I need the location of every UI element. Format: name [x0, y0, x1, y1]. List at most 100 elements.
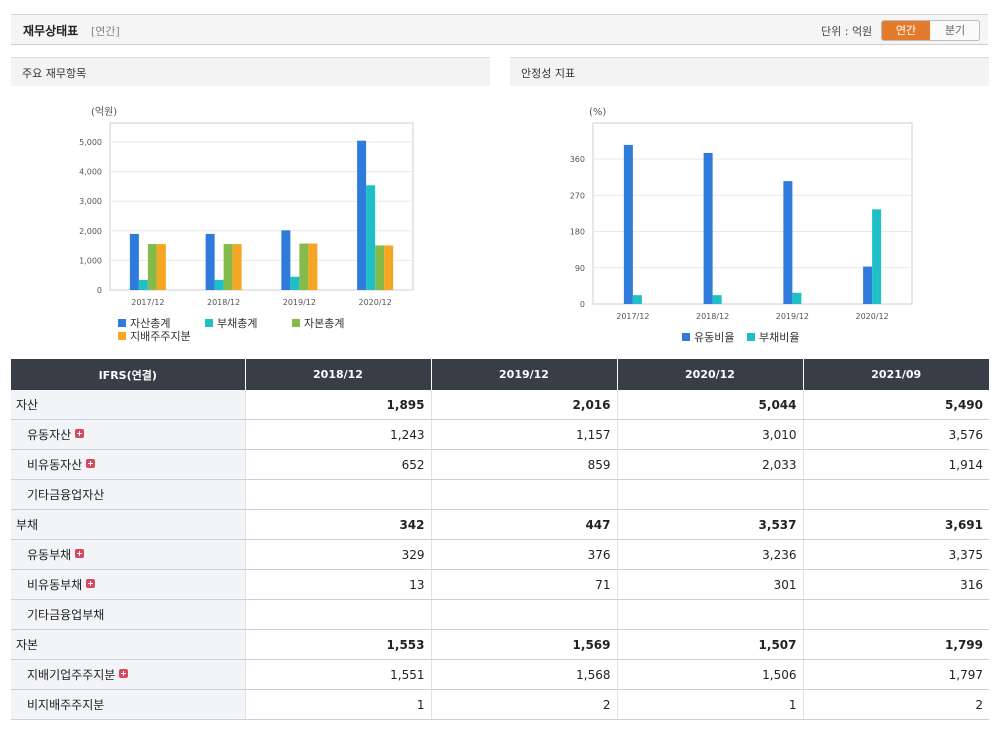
- value-cell: [803, 599, 989, 630]
- table-row: 유동자산 1,243 1,157 3,010 3,576: [11, 419, 989, 450]
- y-tick-label: 5,000: [79, 138, 102, 147]
- value-cell: 1: [245, 689, 432, 720]
- expand-icon[interactable]: [75, 429, 85, 438]
- value-cell: [431, 479, 618, 510]
- x-tick-label: 2018/12: [207, 298, 240, 307]
- value-cell: 5,044: [617, 390, 804, 420]
- legend-swatch: [205, 319, 213, 327]
- y-tick-label: 0: [580, 300, 585, 309]
- value-cell: 652: [245, 449, 432, 480]
- table-header-row: IFRS(연결) 2018/12 2019/12 2020/12 2021/09: [11, 359, 989, 390]
- table-row: 유동부채 329 376 3,236 3,375: [11, 539, 989, 570]
- row-label-cell: 비유동부채: [11, 569, 246, 600]
- expand-icon[interactable]: [86, 579, 96, 588]
- stability-chart: (%) 0 90 180 270 360 2017/12 2018/12 2019/12 2020…: [570, 107, 913, 344]
- legend-swatch: [682, 333, 690, 341]
- x-tick-label: 2017/12: [131, 298, 164, 307]
- chart-unit: (%): [589, 107, 606, 118]
- value-cell: [617, 599, 804, 630]
- x-tick-label: 2019/12: [283, 298, 316, 307]
- legend-label: 자본총계: [304, 317, 344, 330]
- value-cell: 329: [245, 539, 432, 570]
- row-label: 기타금융업자산: [27, 488, 105, 502]
- value-cell: 2: [431, 689, 618, 720]
- value-cell: 3,010: [617, 419, 804, 450]
- key-items-chart: (억원) 0 1,000 2,000 3,000 4,000 5,000 2017/12 201…: [79, 106, 414, 343]
- row-label: 자본: [16, 638, 39, 652]
- row-label-cell: 비지배주주지분: [11, 689, 246, 720]
- bar: [357, 140, 367, 290]
- bar: [792, 292, 802, 304]
- chart-unit: (억원): [91, 106, 117, 118]
- bar: [384, 245, 394, 290]
- table-row: 비유동자산 652 859 2,033 1,914: [11, 449, 989, 480]
- bar: [223, 244, 233, 290]
- value-cell: 301: [617, 569, 804, 600]
- y-tick-label: 0: [97, 286, 102, 295]
- value-cell: 3,236: [617, 539, 804, 570]
- table-header-period: 2019/12: [431, 359, 618, 390]
- annual-tab[interactable]: 연간: [882, 21, 930, 40]
- value-cell: 3,691: [803, 509, 989, 540]
- bar: [299, 243, 309, 290]
- section-title: 재무상태표: [23, 24, 79, 38]
- value-cell: 1,895: [245, 390, 432, 420]
- x-tick-label: 2020/12: [359, 298, 392, 307]
- bar: [214, 279, 224, 290]
- table-row: 기타금융업부채: [11, 599, 989, 630]
- value-cell: 2,033: [617, 449, 804, 480]
- legend-swatch: [118, 319, 126, 327]
- expand-icon[interactable]: [86, 459, 96, 468]
- y-tick-label: 270: [570, 191, 585, 200]
- financial-table: IFRS(연결) 2018/12 2019/12 2020/12 2021/09…: [11, 359, 989, 720]
- row-label: 유동부채: [27, 548, 72, 562]
- value-cell: [617, 479, 804, 510]
- value-cell: 859: [431, 449, 618, 480]
- bar: [232, 244, 242, 290]
- value-cell: 1,507: [617, 629, 804, 660]
- stability-title: 안정성 지표: [521, 67, 576, 80]
- expand-icon[interactable]: [75, 549, 85, 558]
- y-tick-label: 180: [570, 228, 585, 237]
- x-tick-label: 2019/12: [776, 312, 809, 321]
- value-cell: 13: [245, 569, 432, 600]
- section-subtitle: [연간]: [91, 25, 120, 38]
- value-cell: 1,797: [803, 659, 989, 690]
- value-cell: [245, 599, 432, 630]
- value-cell: 1,157: [431, 419, 618, 450]
- legend-label: 자산총계: [130, 317, 170, 330]
- row-label: 비유동자산: [27, 458, 83, 472]
- table-header-label: IFRS(연결): [11, 359, 246, 390]
- legend-swatch: [747, 333, 755, 341]
- row-label-cell: 지배기업주주지분: [11, 659, 246, 690]
- value-cell: 1,243: [245, 419, 432, 450]
- table-row: 비유동부채 13 71 301 316: [11, 569, 989, 600]
- key-items-title: 주요 재무항목: [22, 67, 87, 80]
- value-cell: 447: [431, 509, 618, 540]
- key-items-panel: 주요 재무항목 (억원) 0 1,000 2,000 3,000 4,000 5,000 20…: [11, 57, 490, 357]
- bar: [703, 152, 713, 304]
- bar: [205, 233, 215, 290]
- legend-label: 지배주주지분: [130, 330, 191, 343]
- row-label-cell: 유동부채: [11, 539, 246, 570]
- value-cell: 3,537: [617, 509, 804, 540]
- bar: [366, 185, 376, 290]
- y-tick-label: 360: [570, 155, 585, 164]
- value-cell: 1,914: [803, 449, 989, 480]
- row-label: 부채: [16, 518, 39, 532]
- legend-swatch: [118, 332, 126, 340]
- y-tick-label: 1,000: [79, 256, 102, 265]
- bar: [632, 295, 642, 304]
- value-cell: 3,576: [803, 419, 989, 450]
- quarterly-tab[interactable]: 분기: [944, 24, 966, 37]
- value-cell: 1,568: [431, 659, 618, 690]
- row-label: 비지배주주지분: [27, 698, 105, 712]
- row-label-cell: 비유동자산: [11, 449, 246, 480]
- value-cell: [803, 479, 989, 510]
- x-tick-label: 2020/12: [856, 312, 889, 321]
- row-label-cell: 자본: [11, 629, 246, 660]
- value-cell: 1,799: [803, 629, 989, 660]
- expand-icon[interactable]: [119, 669, 129, 678]
- value-cell: [245, 479, 432, 510]
- row-label-cell: 부채: [11, 509, 246, 540]
